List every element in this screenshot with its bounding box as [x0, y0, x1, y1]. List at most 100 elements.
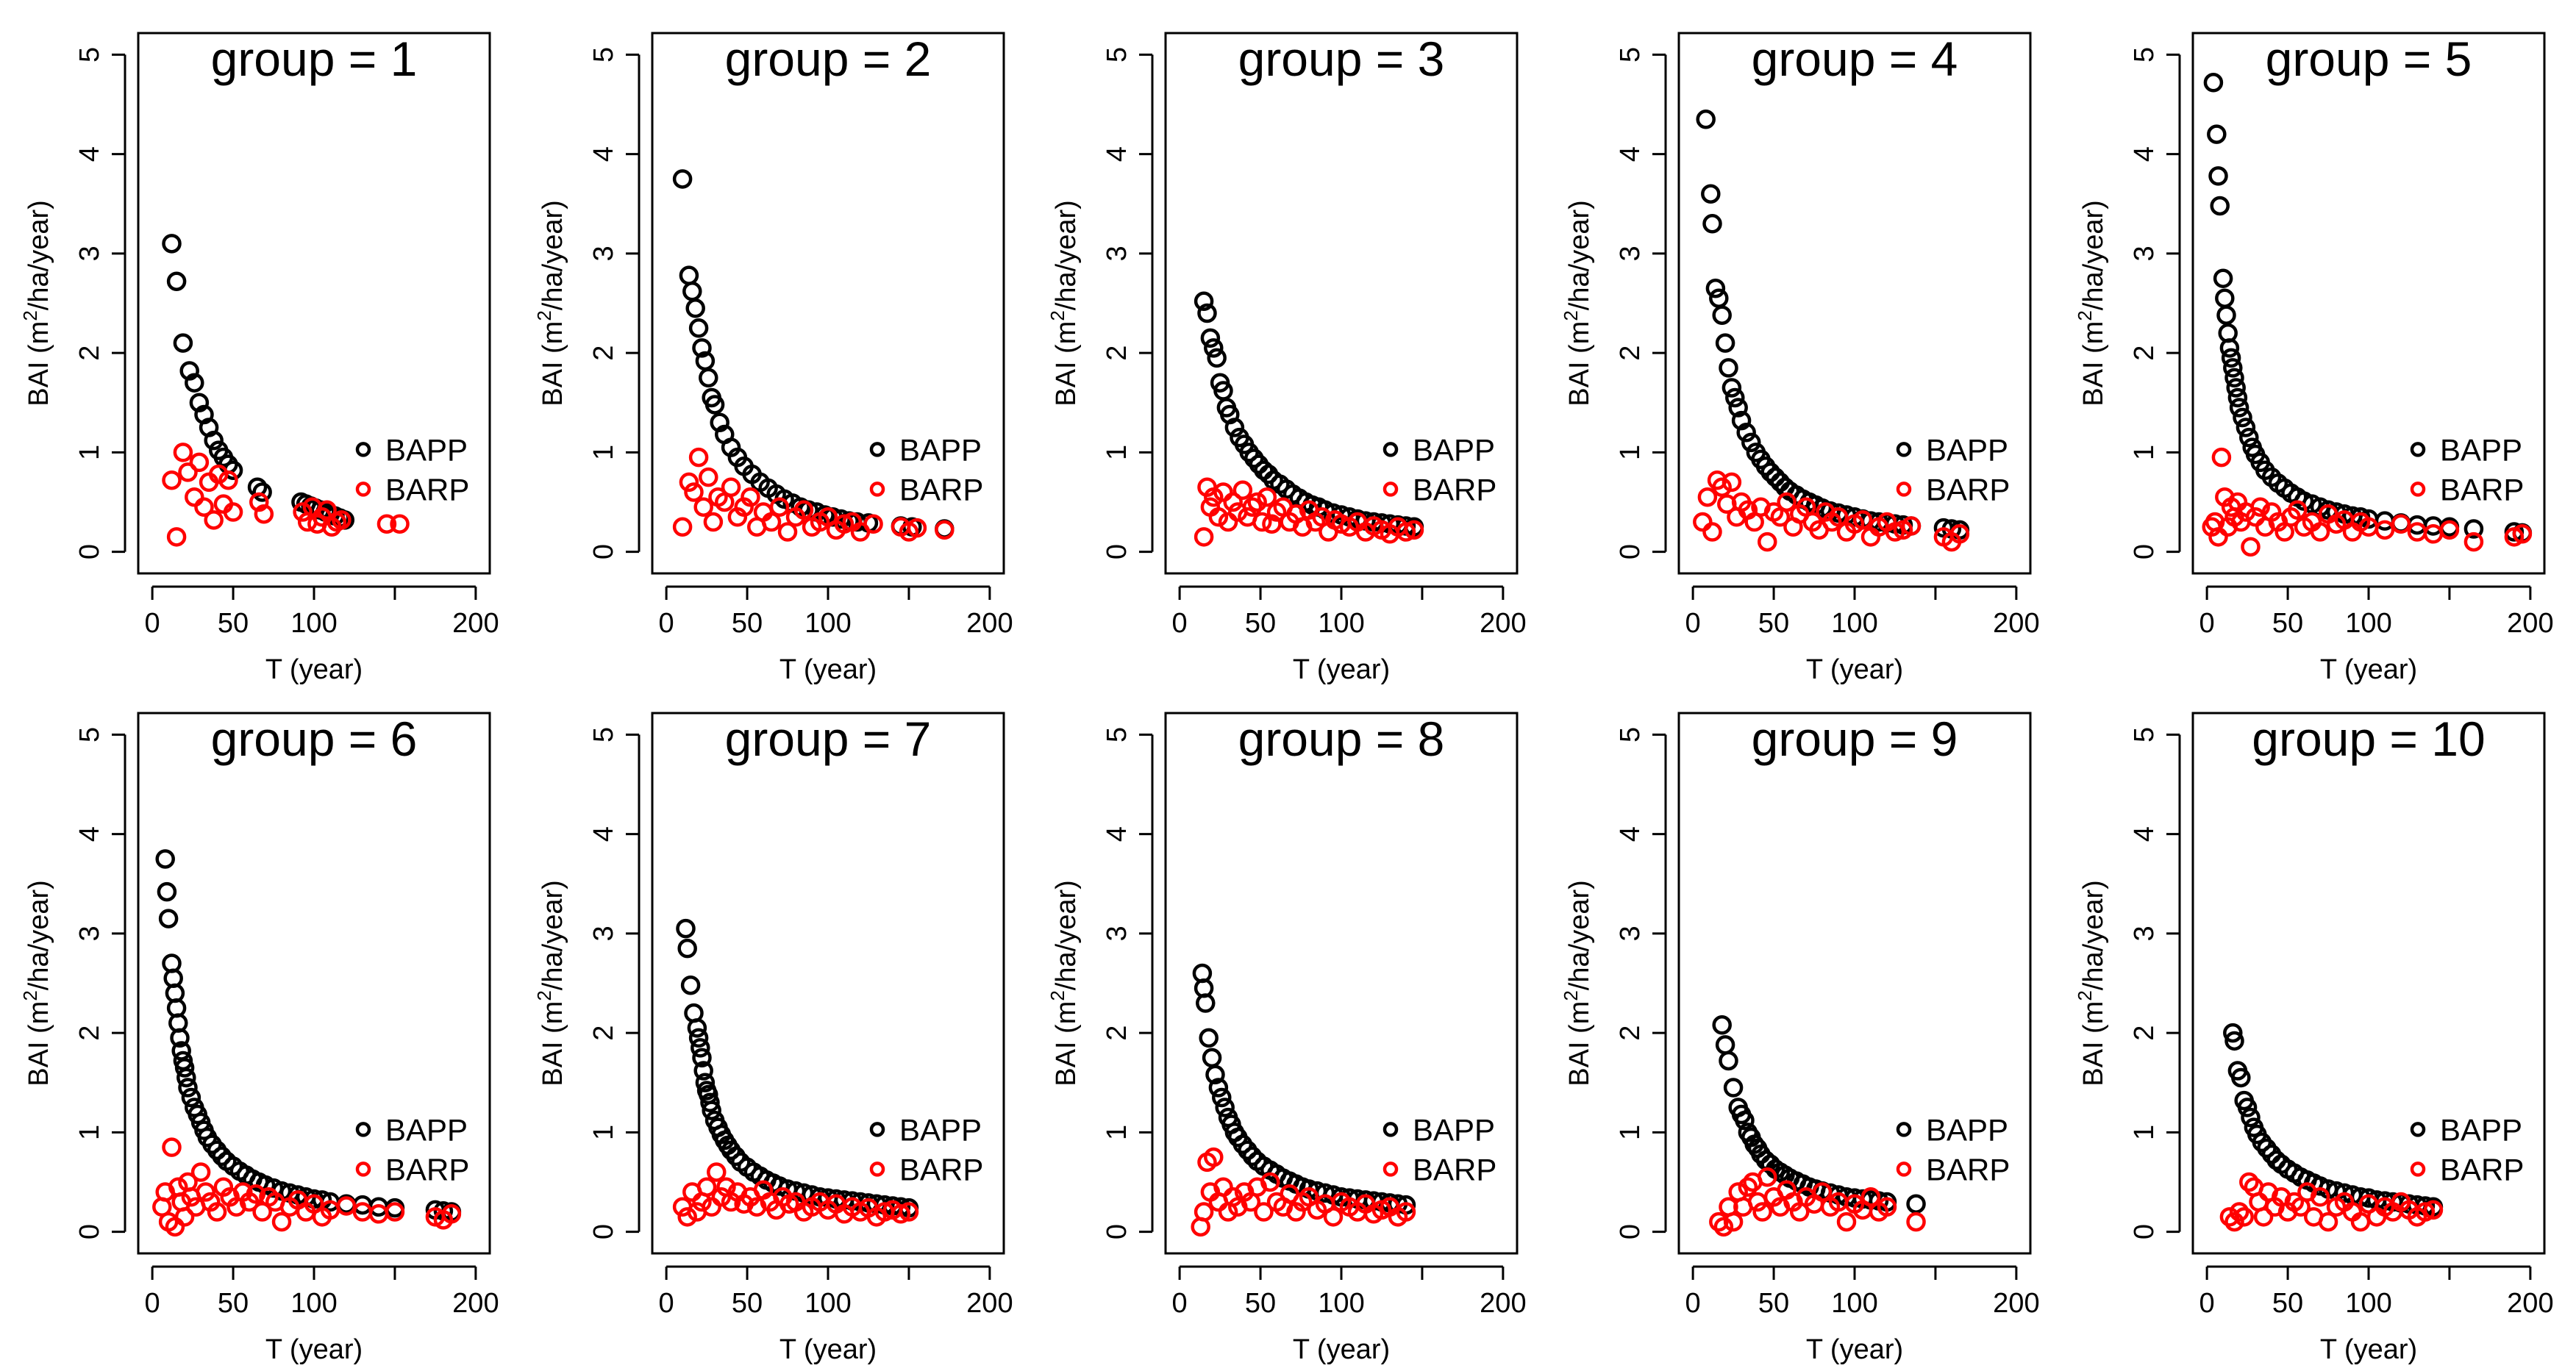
- data-point-barp: [1194, 527, 1214, 547]
- x-tick-label: 0: [1685, 608, 1701, 639]
- data-point-barp: [2239, 1172, 2259, 1192]
- data-point-barp: [1752, 1202, 1772, 1222]
- data-point-barp: [1232, 480, 1253, 501]
- data-point-barp: [891, 1204, 911, 1224]
- legend-label-barp: BARP: [2440, 472, 2524, 506]
- data-point-bapp: [2227, 387, 2248, 408]
- data-point-barp: [2391, 514, 2411, 534]
- data-point-barp: [1949, 524, 1970, 544]
- legend-marker-bapp: [869, 1122, 885, 1137]
- legend: BAPP BARP: [2410, 1112, 2524, 1186]
- data-point-bapp: [158, 909, 179, 928]
- legend-marker-barp: [2410, 482, 2426, 497]
- x-tick-label: 200: [1993, 608, 2039, 639]
- series-bapp: [1192, 963, 1416, 1215]
- data-point-bapp: [2223, 358, 2243, 378]
- data-point-bapp: [252, 482, 272, 502]
- y-tick-label: 4: [1102, 146, 1132, 162]
- data-point-bapp: [1696, 110, 1716, 129]
- x-tick-label: 0: [1172, 1288, 1188, 1319]
- x-tick-label: 0: [145, 1288, 160, 1319]
- y-tick-label: 3: [1102, 926, 1132, 941]
- y-tick-label: 5: [74, 727, 105, 742]
- data-point-barp: [218, 470, 238, 490]
- legend-marker-barp: [2410, 1161, 2426, 1177]
- y-tick-label: 4: [588, 146, 619, 162]
- data-point-barp: [2208, 527, 2228, 547]
- x-tick-label: 50: [2272, 1288, 2303, 1319]
- data-point-bapp: [189, 393, 210, 412]
- data-point-barp: [2229, 1202, 2249, 1222]
- data-point-bapp: [1196, 993, 1216, 1013]
- legend-label-barp: BARP: [385, 472, 469, 506]
- y-axis-label: BAI (m2/ha/year): [2074, 880, 2109, 1087]
- data-point-barp: [390, 514, 410, 534]
- y-axis-label-text: /ha/year): [1564, 200, 1595, 310]
- data-point-barp: [254, 504, 274, 524]
- x-tick-label: 100: [290, 608, 337, 639]
- legend: BAPP BARP: [355, 432, 469, 506]
- y-tick-label: 4: [1615, 146, 1646, 162]
- x-axis-label: T (year): [265, 1334, 363, 1365]
- legend-label-barp: BARP: [1413, 1152, 1496, 1186]
- y-axis-label-text: /ha/year): [1051, 200, 1082, 310]
- data-point-barp: [1242, 497, 1263, 517]
- data-point-bapp: [157, 881, 177, 902]
- data-point-bapp: [1200, 328, 1221, 348]
- data-point-barp: [317, 500, 337, 520]
- data-point-bapp: [1204, 338, 1224, 358]
- data-point-bapp: [1731, 410, 1752, 431]
- plot-frame: [137, 32, 491, 575]
- data-point-barp: [190, 1162, 211, 1182]
- data-point-bapp: [2219, 338, 2240, 358]
- y-axis-label-superscript: 2: [1046, 310, 1068, 321]
- data-point-barp: [173, 443, 193, 462]
- y-tick-label: 0: [1102, 1224, 1132, 1239]
- data-point-barp: [166, 527, 187, 547]
- data-point-barp: [196, 1182, 215, 1202]
- data-point-bapp: [1735, 1110, 1755, 1131]
- legend-marker-barp: [869, 482, 885, 497]
- data-point-barp: [2241, 537, 2261, 557]
- y-axis-label-text: /ha/year): [538, 200, 568, 310]
- data-point-barp: [1396, 522, 1416, 542]
- x-axis-label: T (year): [265, 654, 363, 685]
- plot-frame: [651, 32, 1005, 575]
- x-tick-label: 50: [732, 1288, 763, 1319]
- data-point-bapp: [181, 1087, 201, 1108]
- y-axis-label-text: BAI (m: [538, 321, 568, 407]
- y-tick-label: 1: [2129, 445, 2160, 460]
- data-point-barp: [769, 497, 790, 517]
- data-point-bapp: [212, 1146, 232, 1167]
- x-tick-label: 100: [1831, 1288, 1877, 1319]
- data-point-bapp: [1202, 1048, 1222, 1068]
- y-axis-label: BAI (m2/ha/year): [19, 880, 54, 1087]
- y-tick-label: 1: [1615, 1125, 1646, 1140]
- legend-marker-bapp: [355, 442, 371, 457]
- data-point-barp: [1208, 507, 1229, 527]
- data-point-barp: [207, 1202, 227, 1222]
- data-point-bapp: [1212, 1087, 1232, 1108]
- legend-marker-bapp: [2410, 1122, 2426, 1137]
- y-axis-label-text: /ha/year): [24, 880, 54, 990]
- x-tick-label: 0: [659, 1288, 674, 1319]
- panel-title: group = 9: [1752, 712, 1958, 766]
- y-axis-label-text: BAI (m: [24, 321, 54, 407]
- data-point-barp: [907, 518, 927, 538]
- data-point-barp: [1828, 507, 1849, 527]
- data-point-bapp: [1224, 418, 1245, 437]
- x-tick-label: 200: [452, 608, 499, 639]
- data-point-barp: [1712, 477, 1732, 497]
- y-tick-label: 5: [2129, 47, 2160, 62]
- data-point-barp: [385, 1202, 405, 1222]
- x-tick-label: 0: [145, 608, 160, 639]
- panel-title: group = 2: [725, 32, 932, 86]
- data-point-barp: [162, 1137, 182, 1157]
- data-point-barp: [209, 464, 229, 484]
- y-axis-label-text: BAI (m: [2078, 1001, 2109, 1087]
- legend-label-bapp: BAPP: [1413, 432, 1495, 467]
- y-tick-label: 0: [74, 544, 105, 559]
- legend-marker-bapp: [1382, 442, 1399, 457]
